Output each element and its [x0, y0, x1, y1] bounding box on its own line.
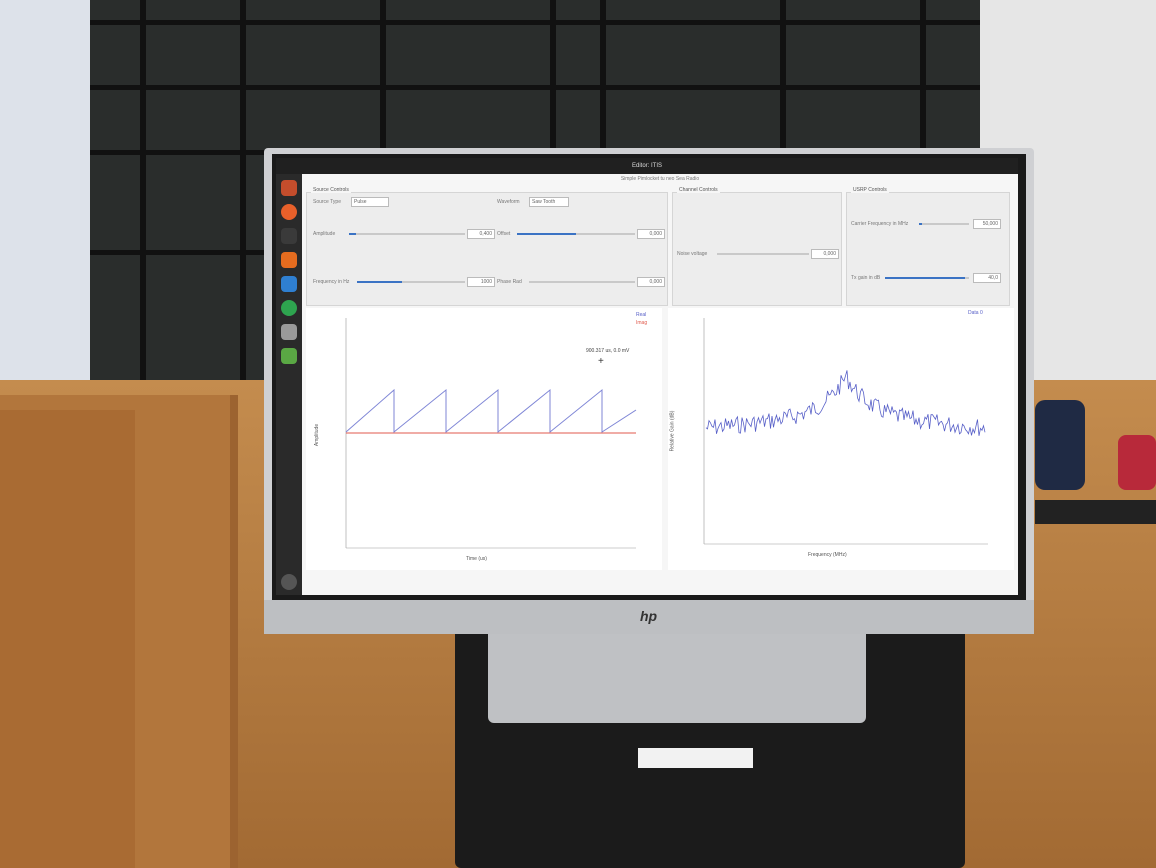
freq-ylabel: Relative Gain (dB) — [669, 410, 676, 452]
waveform-select[interactable]: Saw Tooth — [529, 197, 569, 207]
background-chair — [1035, 400, 1085, 490]
amplitude-label: Amplitude — [313, 231, 336, 237]
tx-gain-slider-fill — [885, 277, 965, 279]
vscode-icon[interactable] — [281, 276, 297, 292]
time-domain-plot[interactable]: 900.317 us, 0.0 mV + Real Imag Time (us)… — [306, 308, 662, 570]
app-title: Simple Pimlocket tu neo Sea Radio — [620, 176, 700, 182]
tx-gain-spinbox[interactable]: 40,0 — [973, 273, 1001, 283]
background-keyboard — [1035, 500, 1156, 524]
source-controls-tab[interactable]: Source Controls — [311, 187, 351, 193]
screen: Editor: ITIS Simple Pimlocket tu neo Sea… — [276, 158, 1018, 595]
source-type-label: Source Type — [313, 199, 341, 205]
freq-xlabel: Frequency (MHz) — [808, 552, 847, 558]
settings-icon[interactable] — [281, 324, 297, 340]
phase-spinbox[interactable]: 0,000 — [637, 277, 665, 287]
offset-slider-fill — [517, 233, 576, 235]
legend-imag: Imag — [636, 320, 648, 326]
tx-gain-label: Tx gain in dB — [851, 275, 881, 281]
time-xlabel: Time (us) — [466, 556, 487, 562]
carrier-slider-fill — [919, 223, 922, 225]
app-window: Simple Pimlocket tu neo Sea Radio Source… — [302, 174, 1018, 595]
time-plot-canvas: 900.317 us, 0.0 mV + — [345, 318, 637, 549]
legend-real: Real — [636, 312, 647, 318]
cursor-readout: 900.317 us, 0.0 mV — [586, 348, 630, 354]
gnuradio-icon[interactable] — [281, 252, 297, 268]
tx-gain-slider[interactable] — [885, 277, 969, 279]
amplitude-spinbox[interactable]: 0,400 — [467, 229, 495, 239]
carrier-slider[interactable] — [919, 223, 969, 225]
offset-label: Offset — [497, 231, 511, 237]
crosshair-cursor: + — [598, 356, 604, 367]
desktop-topbar: Editor: ITIS — [276, 158, 1018, 174]
time-ylabel: Amplitude — [314, 423, 321, 447]
amplitude-slider[interactable] — [349, 233, 465, 235]
spectrum-trace — [705, 370, 986, 436]
trash-icon[interactable] — [281, 348, 297, 364]
frequency-spinbox[interactable]: 1000 — [467, 277, 495, 287]
monitor: hp Editor: ITIS Simple Pimlocket tu neo … — [264, 148, 1034, 634]
noise-label: Noise voltage — [677, 251, 708, 257]
carrier-spinbox[interactable]: 50,000 — [973, 219, 1001, 229]
frequency-label: Frequency in Hz — [313, 279, 350, 285]
carrier-label: Carrier Frequency in MHz — [851, 221, 909, 227]
channel-controls-group: Channel Controls Noise voltage 0,000 — [672, 187, 842, 306]
source-controls-group: Source Controls Source Type Pulse Wavefo… — [306, 187, 668, 306]
frequency-slider[interactable] — [357, 281, 465, 283]
amplitude-slider-fill — [349, 233, 356, 235]
real-trace — [345, 388, 637, 434]
hp-logo: hp — [640, 608, 658, 624]
source-type-select[interactable]: Pulse — [351, 197, 389, 207]
firefox-icon[interactable] — [281, 204, 297, 220]
frequency-slider-fill — [357, 281, 403, 283]
waveform-label: Waveform — [497, 199, 520, 205]
phase-slider[interactable] — [529, 281, 635, 283]
pc-tower-label — [638, 748, 753, 768]
terminal-icon[interactable] — [281, 228, 297, 244]
topbar-title: Editor: ITIS — [631, 163, 662, 169]
show-apps-icon[interactable] — [281, 574, 297, 590]
wooden-cabinet-front — [0, 410, 135, 868]
noise-slider[interactable] — [717, 253, 809, 255]
offset-slider[interactable] — [517, 233, 635, 235]
files-icon[interactable] — [281, 180, 297, 196]
frequency-domain-plot[interactable]: Data 0 Frequency (MHz) Relative Gain (dB… — [668, 308, 1014, 570]
whatsapp-icon[interactable] — [281, 300, 297, 316]
background-poster — [0, 0, 90, 390]
background-chair-red — [1118, 435, 1156, 490]
monitor-chin: hp — [264, 600, 1034, 634]
noise-spinbox[interactable]: 0,000 — [811, 249, 839, 259]
usrp-controls-tab[interactable]: USRP Controls — [851, 187, 889, 193]
phase-label: Phase Rad — [497, 279, 522, 285]
offset-spinbox[interactable]: 0,000 — [637, 229, 665, 239]
usrp-controls-group: USRP Controls Carrier Frequency in MHz 5… — [846, 187, 1010, 306]
channel-controls-tab[interactable]: Channel Controls — [677, 187, 720, 193]
legend-data0: Data 0 — [968, 310, 983, 316]
freq-plot-canvas — [703, 318, 988, 545]
dock — [276, 174, 302, 595]
